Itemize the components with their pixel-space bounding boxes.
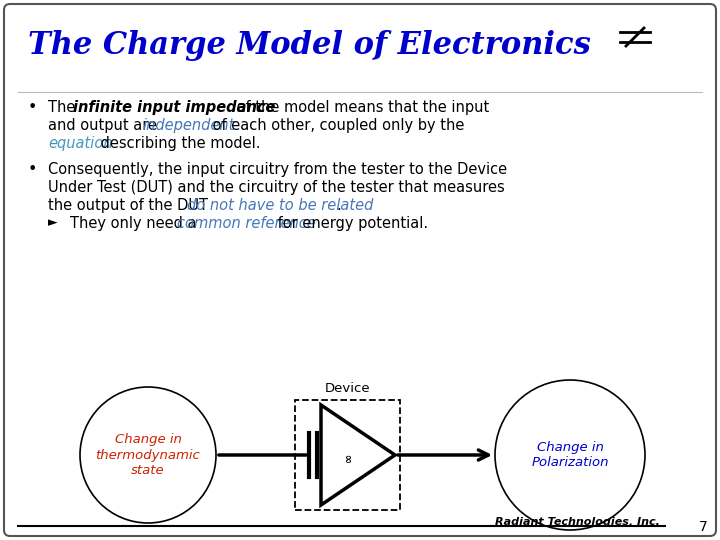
Text: ∞: ∞ [344, 453, 354, 462]
Text: of the model means that the input: of the model means that the input [232, 100, 489, 115]
Text: ►: ► [48, 216, 58, 229]
Text: do not have to be related: do not have to be related [186, 198, 373, 213]
FancyBboxPatch shape [4, 4, 716, 536]
Text: •: • [28, 100, 37, 115]
Text: The Charge Model of Electronics: The Charge Model of Electronics [28, 30, 590, 61]
Text: They only need a: They only need a [70, 216, 201, 231]
Text: The: The [48, 100, 80, 115]
Text: and output are: and output are [48, 118, 161, 133]
Text: Change in
Polarization: Change in Polarization [531, 441, 608, 469]
Text: common reference: common reference [177, 216, 316, 231]
Text: independent: independent [143, 118, 235, 133]
Text: .: . [336, 198, 341, 213]
Text: describing the model.: describing the model. [96, 136, 261, 151]
Text: Consequently, the input circuitry from the tester to the Device: Consequently, the input circuitry from t… [48, 162, 507, 177]
FancyBboxPatch shape [295, 400, 400, 510]
Text: 7: 7 [699, 520, 708, 534]
Text: for energy potential.: for energy potential. [273, 216, 428, 231]
Text: Device: Device [325, 382, 370, 395]
Text: the output of the DUT: the output of the DUT [48, 198, 212, 213]
Text: Radiant Technologies, Inc.: Radiant Technologies, Inc. [495, 517, 660, 527]
Text: Change in
thermodynamic
state: Change in thermodynamic state [96, 434, 200, 476]
Text: infinite input impedance: infinite input impedance [73, 100, 276, 115]
Text: equation: equation [48, 136, 112, 151]
Text: of each other, coupled only by the: of each other, coupled only by the [208, 118, 464, 133]
Text: Under Test (DUT) and the circuitry of the tester that measures: Under Test (DUT) and the circuitry of th… [48, 180, 505, 195]
Text: •: • [28, 162, 37, 177]
